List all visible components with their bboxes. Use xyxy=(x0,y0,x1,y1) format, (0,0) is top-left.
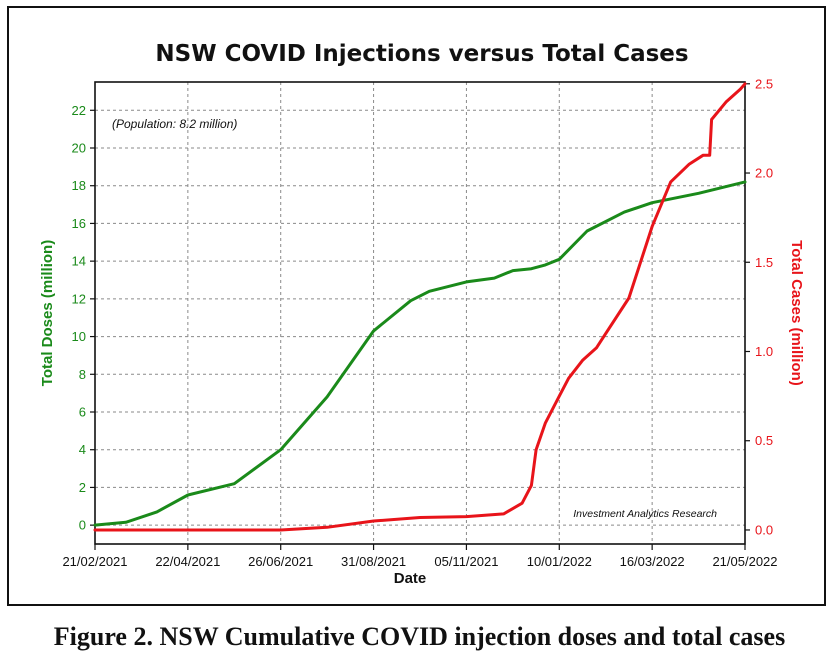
y-left-tick-label: 10 xyxy=(72,329,86,344)
x-tick-label: 22/04/2021 xyxy=(155,554,220,569)
y-right-tick-label: 0.0 xyxy=(755,522,773,537)
axis-ticks: 21/02/2021 22/04/2021 26/06/2021 31/08/2021… xyxy=(62,76,777,569)
y-left-tick-label: 4 xyxy=(79,442,86,457)
series xyxy=(93,82,747,532)
y-left-tick-label: 18 xyxy=(72,178,86,193)
x-tick-label: 31/08/2021 xyxy=(341,554,406,569)
y-left-tick-label: 12 xyxy=(72,291,86,306)
y-right-tick-label: 0.5 xyxy=(755,433,773,448)
y-left-tick-label: 20 xyxy=(72,141,86,156)
y-left-tick-label: 2 xyxy=(79,480,86,495)
y-right-tick-label: 2.0 xyxy=(755,166,773,181)
total-doses-line xyxy=(93,180,747,527)
x-tick-label: 16/03/2022 xyxy=(620,554,685,569)
plot-area xyxy=(94,81,746,545)
total-cases-line xyxy=(93,82,747,532)
figure-frame: NSW COVID Injections versus Total Cases … xyxy=(7,6,826,606)
chart-title: NSW COVID Injections versus Total Cases xyxy=(155,41,688,67)
x-tick-label: 10/01/2022 xyxy=(527,554,592,569)
grid xyxy=(95,82,745,544)
y-right-tick-label: 2.5 xyxy=(755,76,773,91)
y-axis-label-left: Total Doses (million) xyxy=(39,240,56,386)
chart: NSW COVID Injections versus Total Cases … xyxy=(9,8,824,604)
y-axis-label-right: Total Cases (million) xyxy=(788,240,805,386)
y-left-tick-label: 14 xyxy=(72,254,86,269)
x-tick-label: 21/02/2021 xyxy=(62,554,127,569)
y-right-tick-label: 1.0 xyxy=(755,344,773,359)
y-left-tick-label: 16 xyxy=(72,216,86,231)
x-tick-label: 21/05/2022 xyxy=(712,554,777,569)
x-tick-label: 05/11/2021 xyxy=(434,554,498,569)
y-left-tick-label: 22 xyxy=(72,103,86,118)
population-annotation: (Population: 8.2 million) xyxy=(112,117,237,131)
y-right-tick-label: 1.5 xyxy=(755,255,773,270)
y-left-tick-label: 0 xyxy=(79,518,86,533)
figure-caption: Figure 2. NSW Cumulative COVID injection… xyxy=(53,622,786,651)
x-tick-label: 26/06/2021 xyxy=(248,554,313,569)
y-left-tick-label: 8 xyxy=(79,367,86,382)
y-left-tick-label: 6 xyxy=(79,405,86,420)
x-axis-label: Date xyxy=(394,570,427,587)
credit-annotation: Investment Analytics Research xyxy=(573,508,717,520)
